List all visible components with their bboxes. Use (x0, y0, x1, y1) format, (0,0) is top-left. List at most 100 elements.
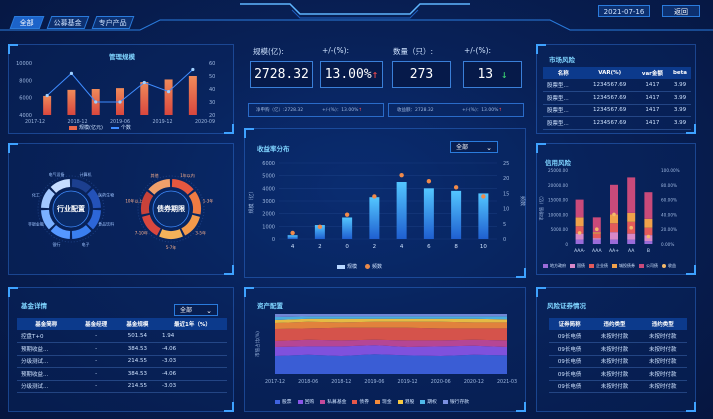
legend-count-swatch (110, 126, 119, 129)
table-row[interactable]: 股票型... 1234567.69 1417 3.99 (543, 104, 691, 117)
legend-urban-label: 城投债券 (619, 263, 635, 268)
bar (188, 76, 197, 115)
bond-donut-label: 其他 (151, 172, 159, 178)
cell: 预期收益... (17, 342, 76, 356)
table-row[interactable]: 控盘T+0-501.54 1.94 (17, 330, 227, 343)
industry-donut-segment (86, 188, 101, 209)
cell: -4.06 (157, 367, 227, 381)
y2-tick-label: 15 (503, 191, 509, 197)
cell: 3.99 (668, 116, 691, 130)
table-row[interactable]: 股票型... 1234567.69 1417 3.99 (543, 116, 691, 130)
y2-tick-label: 20 (209, 113, 215, 119)
table-row[interactable]: 预期收益... -384.53 -4.06 (17, 342, 227, 356)
net-purchase-pct: +/-(%)：13.00% (322, 108, 359, 113)
table-row[interactable]: 分级测试... -214.55 -3.03 (17, 380, 227, 393)
table-row[interactable]: 股票型... 1234567.69 1417 3.99 (543, 79, 691, 92)
legend-swatch (612, 264, 617, 268)
legend-freq: 频数 (365, 263, 382, 270)
legend-item: 地方政府 (543, 263, 566, 269)
count-pct-box: 13 ↓ (463, 61, 522, 88)
col-var-amount: var金额 (635, 67, 669, 79)
y2-tick-label: 20 (503, 176, 509, 182)
table-row[interactable]: 09长电债 未按时付款 未按时付款 (549, 330, 687, 343)
y-tick-label: 1000 (262, 224, 275, 230)
return-dist-dropdown[interactable]: 全部 ⌄ (450, 141, 498, 153)
industry-donut-segment (41, 209, 56, 230)
fund-filter-dropdown[interactable]: 全部 ⌄ (174, 304, 218, 316)
cell: 未按时付款 (590, 330, 639, 343)
table-row[interactable]: 分级测试... -214.55 -3.03 (17, 355, 227, 368)
legend-item: 企业债 (589, 263, 608, 269)
bar (314, 225, 325, 239)
x-tick-label: 6 (427, 244, 431, 250)
stacked-bar-segment (592, 233, 601, 239)
x-tick-label: 10 (480, 244, 487, 250)
x-tick-label: AAA- (574, 248, 585, 254)
y-axis-label: 市场值（亿） (538, 194, 545, 221)
tab-public-fund[interactable]: 公募基金 (46, 16, 90, 29)
col-manager: 基金经理 (75, 318, 117, 330)
industry-donut-label: 电子 (82, 241, 90, 247)
bond-donut-segment (141, 191, 154, 215)
scale-pct-box: 13.00%↑ (320, 61, 383, 88)
cell: 384.53 (116, 342, 158, 356)
cell: 3.99 (668, 79, 691, 92)
market-risk-table: 名称 VAR(%) var金额 beta 股票型... 1234567.69 141… (543, 67, 691, 130)
net-purchase-pct-row: +/-(%)：13.00%↑ (322, 107, 362, 113)
legend-item: 收益 (662, 263, 676, 269)
cell: 214.55 (116, 380, 158, 393)
tab-all[interactable]: 全部 (9, 16, 45, 29)
cell: -4.06 (157, 342, 227, 356)
legend-scale: 规模(亿元) (69, 124, 103, 131)
legend-label: 期权 (427, 400, 437, 405)
tab-public-fund-label: 公募基金 (53, 19, 82, 27)
asset-allocation-chart: 市值占比(%) 2017-12 2018-06 2018-12 2019-06 2019-… (254, 314, 517, 385)
x-tick-label: 2 (318, 244, 322, 250)
table-row[interactable]: 预期收益... -384.53 -4.06 (17, 367, 227, 381)
bond-donut-segment (142, 214, 161, 236)
cell: 1234567.69 (583, 91, 636, 105)
area-series (275, 345, 507, 356)
industry-donut-label: 化工 (32, 191, 40, 197)
table-row[interactable]: 09长电债 未按时付款 未按时付款 (549, 342, 687, 356)
scale-pct-label: +/-(%): (322, 46, 350, 55)
cell: - (75, 330, 117, 343)
legend-item: 现金 (375, 398, 392, 405)
table-row[interactable]: 09长电债 未按时付款 未按时付款 (549, 380, 687, 393)
y-tick-label: 4000 (262, 186, 275, 192)
x-tick-label: 2 (373, 244, 377, 250)
net-purchase-value: 2728.32 (284, 108, 304, 113)
y2-tick-label: 50 (209, 74, 215, 80)
y2-tick-label: 25 (503, 161, 509, 167)
stacked-bar-segment (592, 239, 601, 244)
y2-tick-label: 80.00% (661, 183, 677, 188)
legend-item: 港股 (397, 398, 414, 405)
table-row[interactable]: 09长电债 未按时付款 未按时付款 (549, 367, 687, 381)
chevron-down-icon: ⌄ (206, 307, 212, 315)
table-row[interactable]: 09长电债 未按时付款 未按时付款 (549, 355, 687, 368)
x-tick-label: 2018-12 (331, 379, 351, 385)
y2-tick-label: 20.00% (661, 227, 677, 232)
y-tick-label: 3000 (262, 199, 275, 205)
net-purchase-row: 净申购（亿）:2728.32 (256, 107, 303, 113)
asset-allocation-title: 资产配置 (257, 302, 283, 310)
industry-donut-segment (86, 209, 101, 230)
cell: 09长电债 (549, 380, 591, 393)
legend-item: 期权 (420, 398, 437, 405)
cell: 未按时付款 (638, 367, 687, 381)
scale-label: 规模(亿): (253, 47, 284, 56)
industry-donut-segment (71, 179, 92, 194)
back-button[interactable]: 返回 (662, 5, 700, 17)
area-series (275, 327, 507, 341)
table-row[interactable]: 股票型... 1234567.69 1417 3.99 (543, 91, 691, 105)
tab-special-product[interactable]: 专户产品 (91, 16, 135, 29)
legend-treasury-label: 国债 (577, 263, 585, 268)
date-display[interactable]: 2021-07-16 (598, 5, 650, 17)
tab-all-label: 全部 (19, 19, 34, 27)
legend-label: 股票 (282, 400, 292, 405)
cell: 3.99 (668, 104, 691, 117)
col-beta: beta (668, 67, 691, 79)
credit-risk-title: 信用风险 (545, 159, 571, 167)
y-tick-label: 0 (272, 237, 275, 243)
